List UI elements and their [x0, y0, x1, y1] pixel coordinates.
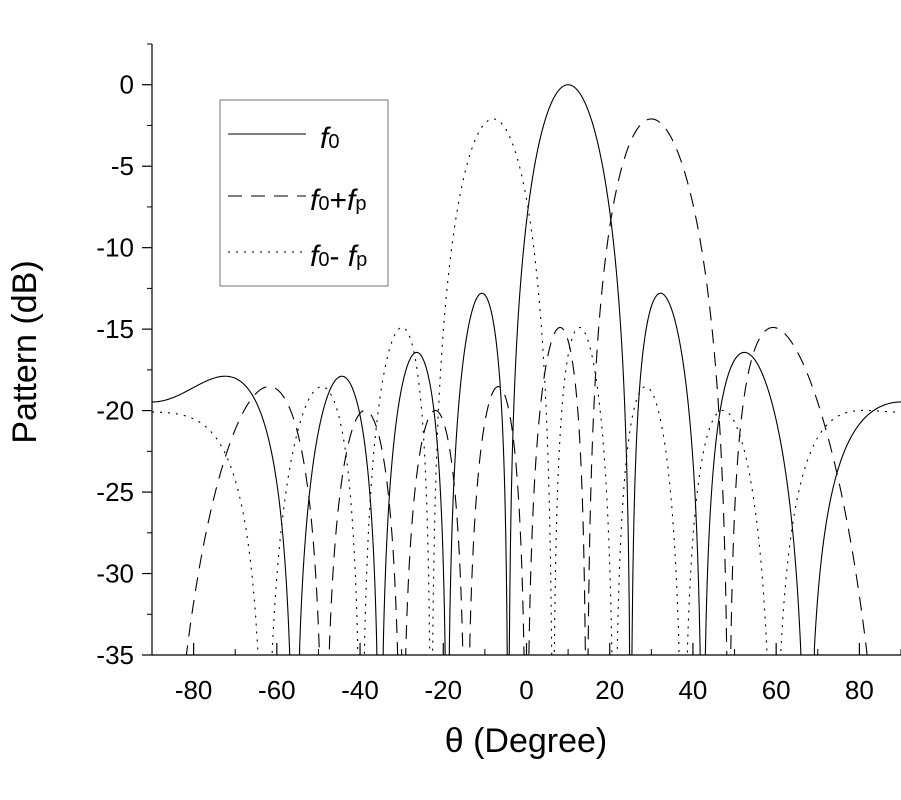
y-axis-title: Pattern (dB)	[6, 260, 44, 443]
legend-label: f0+fp	[310, 184, 366, 217]
tick-labels: -80 -60 -40 -20 0 20 40 60 80 0 -5 -10 -15 -20 -25 -30 -…	[96, 70, 873, 705]
series-line-dotted	[152, 118, 901, 655]
legend: f0 f0+fp f0- fp	[219, 99, 389, 287]
series-line-dashed	[185, 118, 868, 655]
y-tick-label: -25	[96, 477, 134, 507]
x-tick-label: 80	[845, 675, 874, 705]
y-tick-label: -35	[96, 640, 134, 670]
x-tick-label: -80	[175, 675, 213, 705]
legend-label: f0	[320, 122, 339, 155]
y-tick-label: -5	[111, 151, 134, 181]
x-axis-title: θ (Degree)	[445, 722, 608, 760]
x-tick-label: 20	[595, 675, 624, 705]
y-tick-label: -30	[96, 559, 134, 589]
series-lines	[152, 84, 901, 655]
x-tick-label: -40	[341, 675, 379, 705]
y-tick-label: -10	[96, 233, 134, 263]
y-tick-label: -15	[96, 314, 134, 344]
y-tick-label: -20	[96, 396, 134, 426]
x-tick-label: 0	[519, 675, 533, 705]
series-line-solid	[152, 84, 901, 655]
legend-label: f0- fp	[310, 240, 367, 273]
ticks	[142, 43, 901, 656]
x-tick-label: -20	[424, 675, 462, 705]
x-tick-label: 60	[762, 675, 791, 705]
y-tick-label: 0	[120, 70, 134, 100]
x-tick-label: -60	[258, 675, 296, 705]
x-tick-label: 40	[678, 675, 707, 705]
legend-box	[219, 99, 389, 287]
